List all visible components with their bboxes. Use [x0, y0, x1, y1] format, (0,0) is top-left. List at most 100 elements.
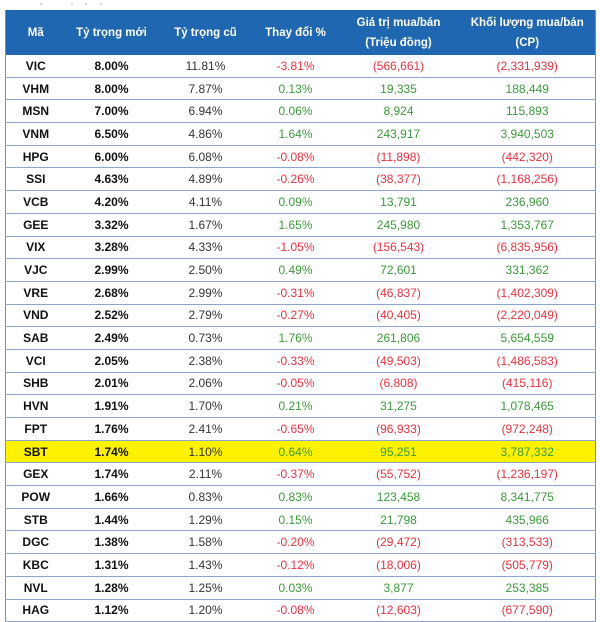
- cell-new-weight: 4.63%: [65, 167, 158, 192]
- cell-new-weight: 1.28%: [65, 576, 158, 600]
- cell-value: 8,924: [337, 99, 460, 124]
- table-row: VIX 3.28% 4.33% -1.05% (156,543) (6,835,956): [5, 236, 596, 260]
- table-row: GEE 3.32% 1.67% 1.65% 245,980 1,353,767: [5, 213, 596, 237]
- cell-new-weight: 1.31%: [65, 553, 158, 577]
- cell-code: NVL: [5, 576, 66, 600]
- cell-change: 0.64%: [253, 440, 338, 464]
- cell-volume: (1,402,309): [459, 281, 596, 305]
- cell-volume: 188,449: [459, 77, 596, 101]
- cell-value: 261,806: [337, 326, 460, 350]
- cell-value: (96,933): [337, 417, 460, 441]
- cell-volume: 3,787,332: [459, 440, 596, 464]
- cell-code: SHB: [5, 372, 66, 396]
- artifact-dot: [40, 3, 42, 5]
- cell-change: -0.27%: [253, 304, 338, 328]
- cell-value: (49,503): [337, 349, 460, 373]
- cell-new-weight: 8.00%: [65, 77, 158, 101]
- cell-old-weight: 1.20%: [157, 599, 254, 622]
- cell-new-weight: 2.68%: [65, 281, 158, 305]
- cell-change: -0.37%: [253, 462, 338, 487]
- cell-change: 0.09%: [253, 190, 338, 214]
- cell-value: (566,661): [337, 55, 460, 78]
- cell-code: KBC: [5, 553, 66, 577]
- cell-change: -0.05%: [253, 372, 338, 396]
- table-row: VND 2.52% 2.79% -0.27% (40,405) (2,220,049): [5, 304, 596, 328]
- cell-code: VJC: [5, 258, 66, 282]
- cell-old-weight: 2.99%: [157, 281, 254, 305]
- cell-new-weight: 2.05%: [65, 349, 158, 373]
- cell-new-weight: 6.50%: [65, 122, 158, 146]
- cell-volume: 8,341,775: [459, 485, 596, 509]
- table-row: GEX 1.74% 2.11% -0.37% (55,752) (1,236,197): [5, 462, 596, 487]
- cell-old-weight: 2.11%: [157, 462, 254, 487]
- table-row: SAB 2.49% 0.73% 1.76% 261,806 5,654,559: [5, 326, 596, 350]
- table-row: VRE 2.68% 2.99% -0.31% (46,837) (1,402,309): [5, 281, 596, 305]
- cell-old-weight: 2.50%: [157, 258, 254, 282]
- table-row-highlighted: SBT 1.74% 1.10% 0.64% 95,251 3,787,332: [5, 440, 596, 464]
- table-row: HPG 6.00% 6.08% -0.08% (11,898) (442,320): [5, 145, 596, 169]
- table-body: VIC 8.00% 11.81% -3.81% (566,661) (2,331,939)…: [5, 55, 596, 622]
- cell-change: 1.76%: [253, 326, 338, 350]
- cell-change: 1.65%: [253, 213, 338, 237]
- cell-old-weight: 0.83%: [157, 485, 254, 509]
- cell-value: (29,472): [337, 530, 460, 555]
- cell-volume: (505,779): [459, 553, 596, 577]
- table-row: FPT 1.76% 2.41% -0.65% (96,933) (972,248): [5, 417, 596, 441]
- table-row: STB 1.44% 1.29% 0.15% 21,798 435,966: [5, 508, 596, 532]
- table-row: SHB 2.01% 2.06% -0.05% (6,808) (415,116): [5, 372, 596, 396]
- table-row: VNM 6.50% 4.86% 1.64% 243,917 3,940,503: [5, 122, 596, 146]
- table-row: VHM 8.00% 7.87% 0.13% 19,335 188,449: [5, 77, 596, 101]
- cell-volume: 435,966: [459, 508, 596, 532]
- cell-value: 13,791: [337, 190, 460, 214]
- cell-value: 245,980: [337, 213, 460, 237]
- table-row: SSI 4.63% 4.89% -0.26% (38,377) (1,168,256): [5, 167, 596, 192]
- cell-value: (40,405): [337, 304, 460, 328]
- cell-volume: 115,893: [459, 99, 596, 124]
- cell-code: VIX: [5, 236, 66, 260]
- cell-old-weight: 2.38%: [157, 349, 254, 373]
- cell-new-weight: 2.49%: [65, 326, 158, 350]
- cell-code: VNM: [5, 122, 66, 146]
- cell-value: 95,251: [337, 440, 460, 464]
- cell-old-weight: 6.94%: [157, 99, 254, 124]
- cell-value: (156,543): [337, 236, 460, 260]
- cell-code: STB: [5, 508, 66, 532]
- cell-old-weight: 1.58%: [157, 530, 254, 555]
- cell-code: VHM: [5, 77, 66, 101]
- cell-old-weight: 11.81%: [157, 55, 254, 78]
- cell-value: 72,601: [337, 258, 460, 282]
- cell-code: VCB: [5, 190, 66, 214]
- cell-code: VND: [5, 304, 66, 328]
- table-header-row: Mã Tỷ trọng mới Tỷ trọng cũ Thay đổi % G…: [5, 10, 596, 55]
- cell-volume: (2,220,049): [459, 304, 596, 328]
- cell-value: (38,377): [337, 167, 460, 192]
- cell-change: 0.49%: [253, 258, 338, 282]
- cell-volume: 1,078,465: [459, 394, 596, 418]
- header-change: Thay đổi %: [253, 10, 338, 55]
- cell-old-weight: 2.41%: [157, 417, 254, 441]
- cell-old-weight: 2.79%: [157, 304, 254, 328]
- cell-change: -3.81%: [253, 55, 338, 78]
- cell-code: DGC: [5, 530, 66, 555]
- index-rebalance-table-container: Mã Tỷ trọng mới Tỷ trọng cũ Thay đổi % G…: [5, 10, 596, 622]
- cell-code: VIC: [5, 55, 66, 78]
- cell-volume: (313,533): [459, 530, 596, 555]
- cell-value: (55,752): [337, 462, 460, 487]
- cell-volume: 236,960: [459, 190, 596, 214]
- cell-change: 0.15%: [253, 508, 338, 532]
- cell-new-weight: 3.32%: [65, 213, 158, 237]
- cell-volume: (2,331,939): [459, 55, 596, 78]
- cell-value: (11,898): [337, 145, 460, 169]
- cell-new-weight: 8.00%: [65, 55, 158, 78]
- cell-new-weight: 2.52%: [65, 304, 158, 328]
- cell-volume: (677,590): [459, 599, 596, 622]
- cell-change: -0.08%: [253, 599, 338, 622]
- header-volume: Khối lượng mua/bán (CP): [459, 10, 596, 55]
- cell-volume: (972,248): [459, 417, 596, 441]
- cell-value: 123,458: [337, 485, 460, 509]
- cell-old-weight: 7.87%: [157, 77, 254, 101]
- cell-value: 243,917: [337, 122, 460, 146]
- cell-value: (46,837): [337, 281, 460, 305]
- cell-change: 1.64%: [253, 122, 338, 146]
- cell-volume: 253,385: [459, 576, 596, 600]
